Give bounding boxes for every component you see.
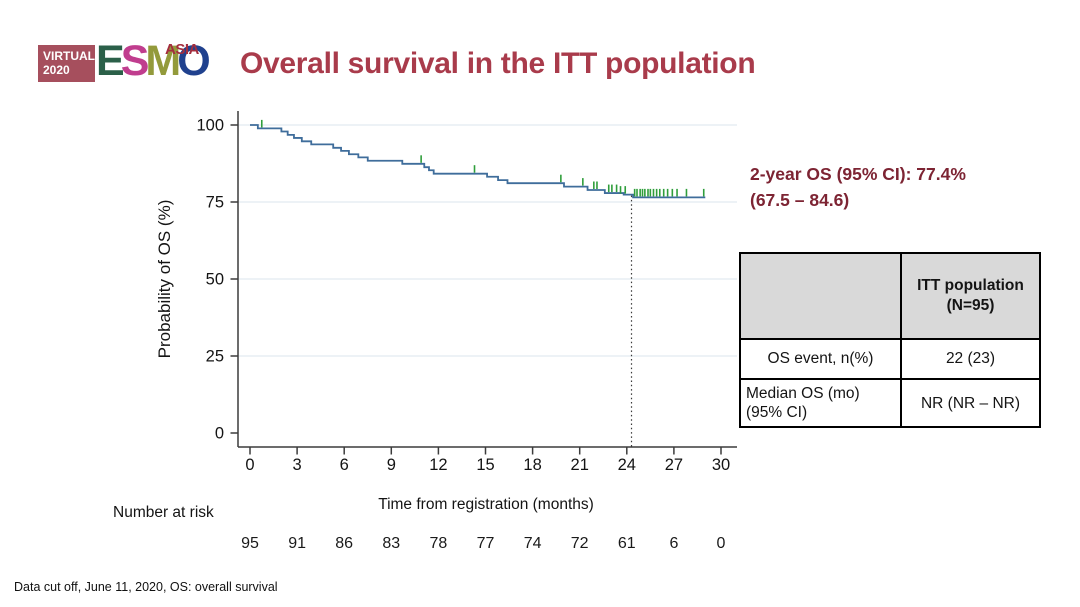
nar-value: 91 <box>288 535 306 552</box>
esmo-wordmark: ESMO <box>96 37 211 85</box>
nar-value: 0 <box>716 535 726 552</box>
header-empty-cell <box>739 252 902 340</box>
x-tick-label: 30 <box>712 456 730 474</box>
y-axis-title: Probability of OS (%) <box>155 200 174 359</box>
nar-value: 72 <box>570 535 589 552</box>
x-tick-label: 12 <box>429 456 447 474</box>
y-tick-label: 75 <box>206 194 224 212</box>
nar-value: 78 <box>429 535 448 552</box>
year-label: 2020 <box>43 62 70 77</box>
footnote: Data cut off, June 11, 2020, OS: overall… <box>14 580 278 594</box>
y-tick-label: 25 <box>206 348 224 366</box>
esmo-asia-2020-logo: VIRTUAL 2020 ESMO ASIA <box>38 40 218 86</box>
y-tick-label: 0 <box>215 425 224 443</box>
x-tick-label: 15 <box>476 456 494 474</box>
esmo-letter-e: E <box>96 37 125 85</box>
os-event-value: 22 (23) <box>900 338 1041 380</box>
header-itt-cell: ITT population (N=95) <box>900 252 1041 340</box>
results-table: ITT population (N=95) OS event, n(%) 22 … <box>739 252 1041 428</box>
table-header-row: ITT population (N=95) <box>739 252 1041 340</box>
x-axis-title: Time from registration (months) <box>378 496 594 513</box>
annotation-line1: 2-year OS (95% CI): 77.4% <box>750 164 966 184</box>
x-tick-label: 0 <box>245 456 254 474</box>
y-tick-label: 100 <box>196 117 224 135</box>
x-tick-label: 3 <box>293 456 302 474</box>
nar-value: 95 <box>241 535 259 552</box>
nar-value: 83 <box>382 535 401 552</box>
km-chart: 0 25 50 75 100 0 3 6 9 12 15 18 21 24 27 30 Probability … <box>155 111 737 474</box>
esmo-letter-o: O <box>177 37 211 85</box>
median-os-label: Median OS (mo) (95% CI) <box>739 378 902 428</box>
x-tick-label: 6 <box>340 456 349 474</box>
esmo-letter-m: M <box>145 37 181 85</box>
virtual-2020-badge: VIRTUAL 2020 <box>38 45 95 82</box>
nar-value: 6 <box>669 535 679 552</box>
os-event-label: OS event, n(%) <box>739 338 902 380</box>
table-row: OS event, n(%) 22 (23) <box>739 338 1041 380</box>
number-at-risk-label: Number at risk <box>113 504 214 521</box>
two-year-os-annotation: 2-year OS (95% CI): 77.4% (67.5 – 84.6) <box>750 161 966 213</box>
table-row: Median OS (mo) (95% CI) NR (NR – NR) <box>739 378 1041 428</box>
annotation-line2: (67.5 – 84.6) <box>750 190 850 210</box>
km-curve <box>250 124 706 199</box>
nar-value: 61 <box>617 535 636 552</box>
x-tick-label: 18 <box>523 456 541 474</box>
x-tick-label: 21 <box>571 456 589 474</box>
nar-value: 77 <box>476 535 495 552</box>
x-tick-label: 24 <box>618 456 636 474</box>
asia-label: ASIA <box>165 41 199 58</box>
median-os-value: NR (NR – NR) <box>900 378 1041 428</box>
page-title: Overall survival in the ITT population <box>240 47 756 80</box>
esmo-letter-s: S <box>120 37 150 85</box>
virtual-label: VIRTUAL <box>43 49 95 63</box>
y-tick-label: 50 <box>206 271 224 289</box>
x-tick-label: 9 <box>387 456 396 474</box>
nar-value: 74 <box>523 535 542 552</box>
number-at-risk-values: 95 91 86 83 78 77 74 72 61 6 0 <box>0 535 1080 557</box>
nar-value: 86 <box>335 535 354 552</box>
x-tick-label: 27 <box>665 456 683 474</box>
